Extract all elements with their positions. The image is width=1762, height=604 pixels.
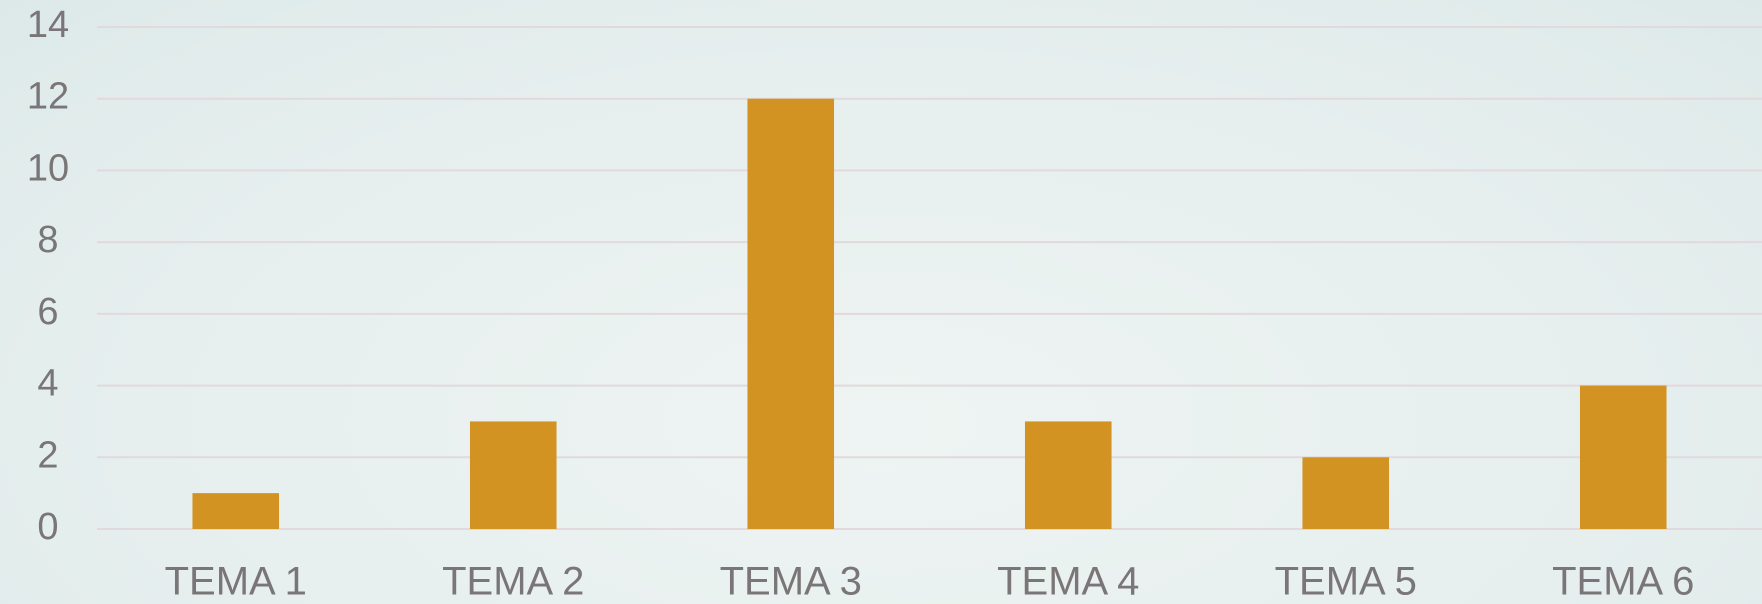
y-tick-label: 14 — [27, 4, 69, 46]
bar — [747, 98, 835, 529]
x-tick-label: TEMA 5 — [1275, 560, 1417, 604]
y-tick-label: 4 — [37, 363, 58, 405]
y-tick-label: 0 — [37, 506, 58, 548]
bar — [192, 493, 280, 529]
x-tick-label: TEMA 6 — [1552, 560, 1694, 604]
x-tick-label: TEMA 4 — [997, 560, 1139, 604]
y-tick-label: 6 — [37, 291, 58, 333]
y-tick-label: 8 — [37, 219, 58, 261]
bar — [1579, 385, 1667, 529]
x-tick-label: TEMA 1 — [165, 560, 307, 604]
bar — [469, 421, 557, 529]
bar — [1302, 457, 1390, 529]
y-tick-label: 12 — [27, 76, 69, 118]
x-tick-label: TEMA 3 — [720, 560, 862, 604]
y-tick-label: 10 — [27, 147, 69, 189]
bar — [1024, 421, 1112, 529]
y-tick-label: 2 — [37, 434, 58, 476]
x-tick-label: TEMA 2 — [442, 560, 584, 604]
